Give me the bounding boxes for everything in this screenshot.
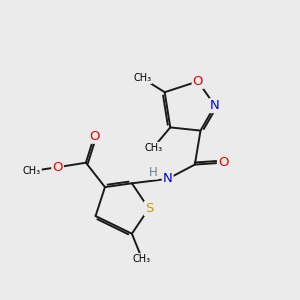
Text: O: O	[218, 156, 228, 169]
Text: CH₃: CH₃	[133, 254, 151, 264]
Text: H: H	[149, 166, 158, 178]
Text: O: O	[89, 130, 100, 143]
Text: O: O	[52, 161, 63, 174]
Text: N: N	[210, 99, 220, 112]
Text: CH₃: CH₃	[133, 73, 152, 83]
Text: O: O	[193, 75, 203, 88]
Text: CH₃: CH₃	[23, 166, 41, 176]
Text: N: N	[163, 172, 172, 185]
Text: CH₃: CH₃	[144, 143, 162, 153]
Text: S: S	[145, 202, 153, 215]
